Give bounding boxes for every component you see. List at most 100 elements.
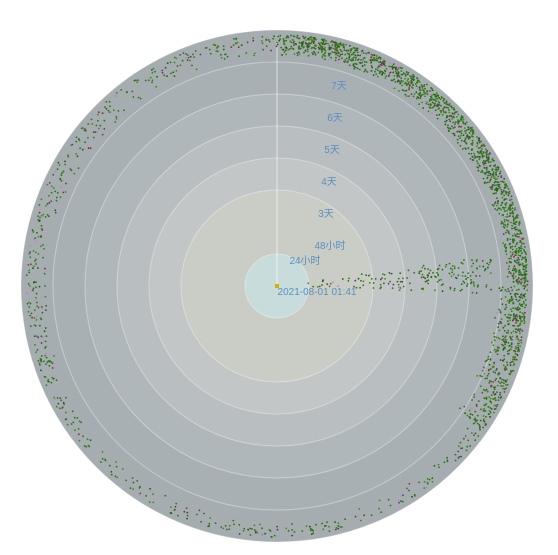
data-point [462,271,464,274]
data-point [516,216,519,219]
data-point [421,287,423,290]
data-point [510,297,513,300]
data-point [438,264,441,267]
data-point [407,78,409,80]
data-point [412,74,414,76]
data-point [503,346,506,349]
data-point [477,155,479,158]
data-point [429,269,432,272]
data-point [513,358,515,360]
data-point [392,79,394,82]
data-point [315,45,317,47]
data-point [516,336,518,339]
data-point [504,347,506,350]
data-point [514,347,517,350]
data-point [511,299,513,302]
data-point [519,345,521,347]
data-point [517,340,520,343]
data-point [387,498,390,501]
data-point [500,289,503,291]
data-point [485,182,487,184]
data-point [502,216,505,219]
data-point [59,196,62,199]
data-point [466,285,468,287]
data-point [509,212,511,215]
data-point [411,495,413,498]
data-point [285,36,288,39]
data-point [518,263,520,266]
data-point [517,306,520,309]
data-point [525,304,527,307]
data-point [418,92,421,95]
data-point [391,68,394,71]
data-point [326,41,328,44]
data-point [463,281,466,284]
data-point [519,281,521,284]
data-point [30,263,32,266]
data-point [526,280,529,283]
data-point [275,45,278,48]
data-point [420,270,422,272]
data-point [481,148,483,150]
data-point [507,268,510,270]
data-point [226,55,229,58]
data-point [482,419,485,422]
data-point [179,54,182,56]
data-point [370,65,373,67]
data-point [431,112,433,115]
data-point [37,218,40,221]
data-point [489,400,492,403]
data-point [345,57,348,60]
data-point [496,346,499,348]
data-point [117,110,120,112]
data-point [454,453,457,456]
data-point [65,182,67,185]
data-point [374,70,376,73]
data-point [455,277,458,280]
data-point [316,286,319,288]
data-point [502,387,504,390]
data-point [44,267,46,270]
data-point [523,242,525,245]
data-point [387,282,390,285]
data-point [523,246,526,248]
data-point [90,118,93,121]
data-point [449,267,452,270]
data-point [436,94,439,97]
data-point [151,79,154,82]
data-point [513,265,516,268]
data-point [236,41,239,44]
data-point [418,103,420,105]
data-point [355,63,358,65]
data-point [367,274,370,277]
data-point [473,434,475,436]
data-point [485,148,487,151]
data-point [203,512,206,515]
data-point [520,339,522,342]
data-point [511,225,513,227]
data-point [185,507,188,509]
data-point [498,338,501,340]
data-point [137,96,140,99]
data-point [450,105,453,108]
data-point [475,421,477,423]
data-point [347,49,350,52]
data-point [422,264,425,267]
data-point [144,79,147,82]
data-point [51,185,53,188]
data-point [347,59,350,62]
data-point [378,65,381,68]
data-point [346,61,349,64]
data-point [36,305,38,307]
data-point [139,97,142,100]
data-point [410,93,413,95]
data-point [249,534,252,536]
data-point [514,350,517,353]
data-point [198,509,201,512]
data-point [381,73,383,76]
data-point [471,407,473,409]
data-point [508,299,511,302]
data-point [272,37,275,40]
data-point [489,186,492,189]
data-point [83,445,86,447]
